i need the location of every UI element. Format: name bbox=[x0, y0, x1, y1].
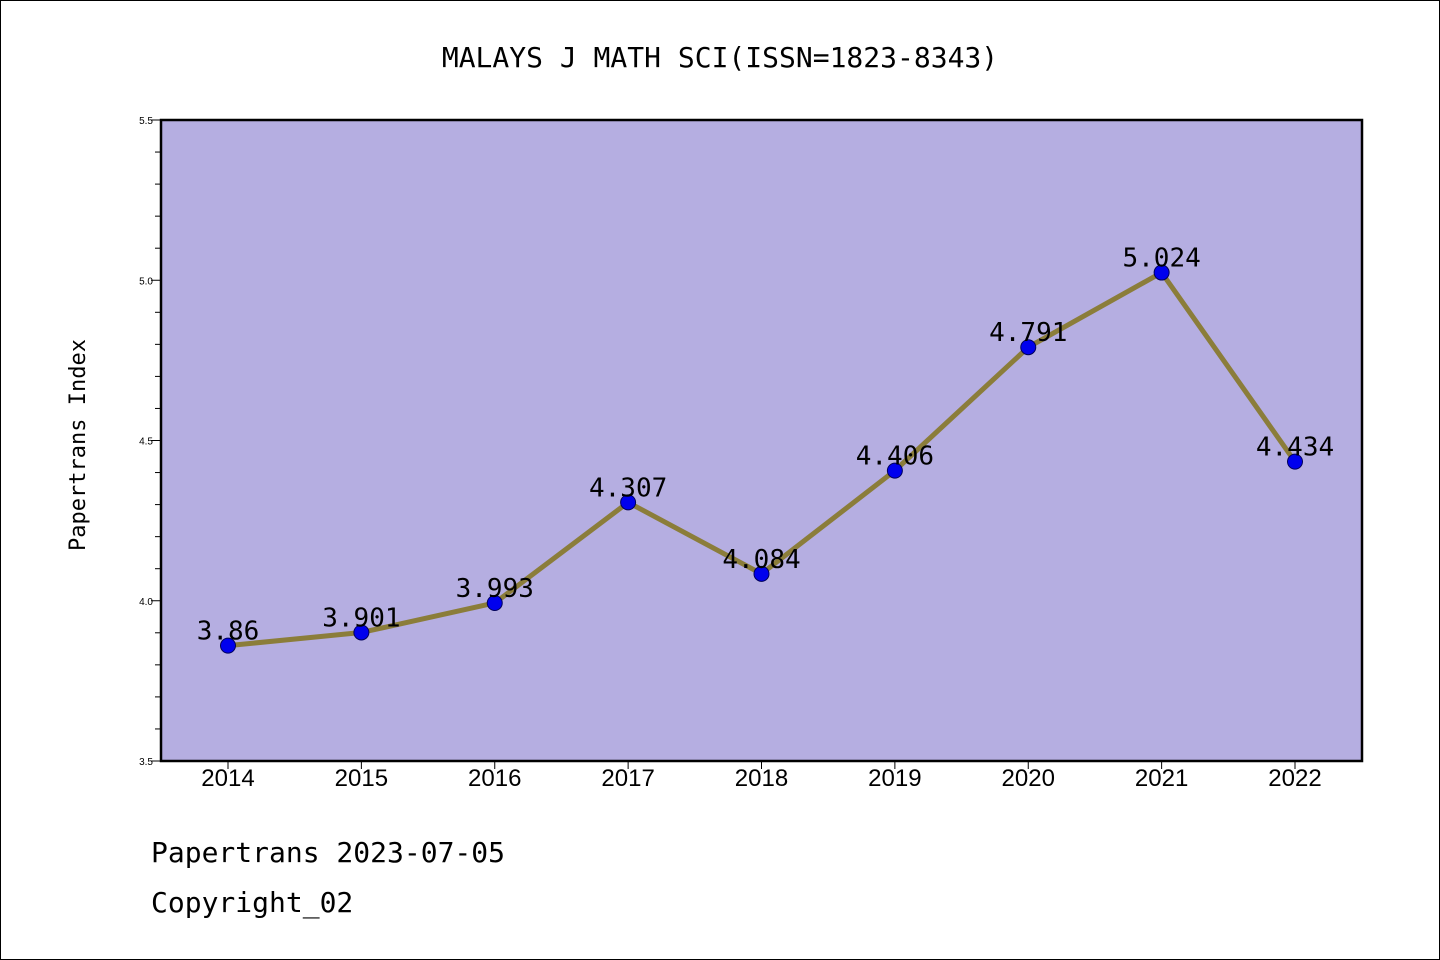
data-point bbox=[1287, 453, 1303, 470]
x-tick-label: 2018 bbox=[735, 765, 788, 792]
x-tick-label: 2015 bbox=[335, 765, 388, 792]
data-point bbox=[620, 494, 637, 511]
data-label: 4.084 bbox=[722, 545, 800, 575]
y-tick-label: 5.0 bbox=[139, 276, 153, 287]
y-tick-label: 4.0 bbox=[139, 597, 153, 608]
data-label: 4.434 bbox=[1256, 433, 1334, 463]
data-label: 4.791 bbox=[989, 318, 1067, 348]
x-tick-label: 2019 bbox=[868, 765, 921, 792]
x-tick-label: 2016 bbox=[468, 765, 521, 792]
y-axis-label: Papertrans Index bbox=[66, 339, 91, 551]
data-point bbox=[886, 462, 903, 479]
x-tick-label: 2021 bbox=[1135, 765, 1188, 792]
data-point bbox=[353, 624, 370, 641]
chart-title: MALAYS J MATH SCI(ISSN=1823-8343) bbox=[442, 41, 998, 74]
data-label: 3.86 bbox=[197, 617, 260, 647]
footer-date: Papertrans 2023-07-05 bbox=[151, 836, 506, 869]
data-label: 3.901 bbox=[322, 603, 400, 633]
data-points bbox=[220, 264, 1303, 654]
data-label: 3.993 bbox=[456, 574, 534, 604]
data-label: 4.406 bbox=[856, 442, 934, 472]
y-axis-ticks: 3.5 4.0 4.5 5.0 5.5 bbox=[139, 116, 161, 768]
data-point bbox=[220, 637, 236, 654]
y-tick-label: 4.5 bbox=[139, 437, 153, 448]
data-label: 5.024 bbox=[1122, 244, 1200, 274]
data-label: 4.307 bbox=[589, 473, 667, 503]
x-axis-ticks: 2014 2015 2016 2017 2018 2019 2020 2021 2022 bbox=[201, 761, 1322, 792]
data-point bbox=[486, 594, 503, 611]
x-tick-label: 2017 bbox=[601, 765, 654, 792]
plot-area bbox=[159, 118, 1364, 763]
data-point bbox=[1020, 339, 1037, 356]
footer-copyright: Copyright_02 bbox=[151, 886, 354, 919]
y-tick-label: 3.5 bbox=[139, 757, 153, 768]
data-point bbox=[753, 565, 770, 582]
data-labels: 3.86 3.901 3.993 4.307 4.084 4.406 4.791 5.024 4… bbox=[197, 244, 1334, 647]
data-point bbox=[1153, 264, 1170, 281]
x-tick-label: 2020 bbox=[1002, 765, 1055, 792]
x-tick-label: 2014 bbox=[201, 765, 254, 792]
x-tick-label: 2022 bbox=[1268, 765, 1321, 792]
y-tick-label: 5.5 bbox=[139, 116, 153, 127]
